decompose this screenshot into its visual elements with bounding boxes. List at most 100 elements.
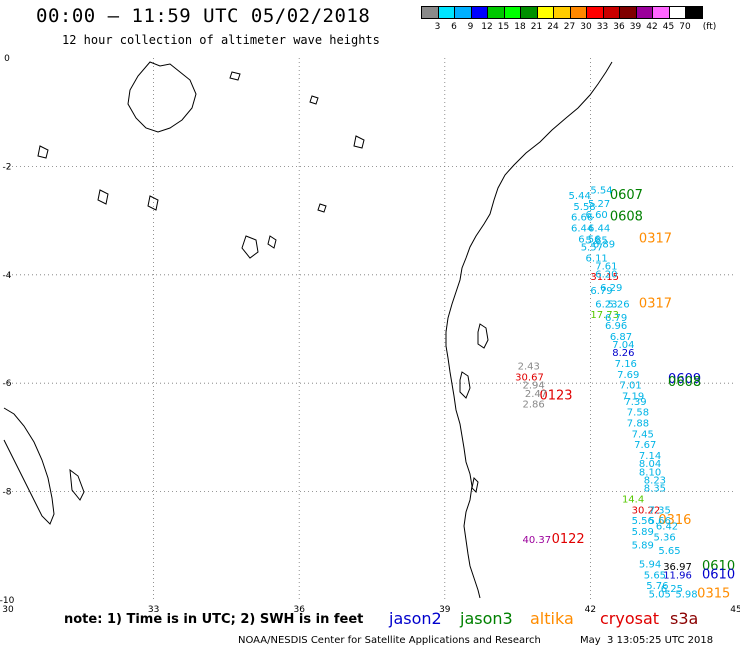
wave-height-value: 11.96 xyxy=(663,570,692,581)
wave-height-value: 5.76 xyxy=(646,581,668,592)
footer-note: note: 1) Time is in UTC; 2) SWH is in fe… xyxy=(64,612,364,627)
color-scale-tick-label: 39 xyxy=(629,22,642,32)
wave-height-value: 36.97 xyxy=(663,562,692,573)
wave-height-value: 5.44 xyxy=(569,191,591,202)
wave-height-value: 17.73 xyxy=(590,310,619,321)
wave-height-value: 14.4 xyxy=(622,494,644,505)
wave-height-value: 7.39 xyxy=(624,397,646,408)
coastline xyxy=(3,61,613,599)
small-lake xyxy=(267,235,277,249)
wave-height-value: 8.04 xyxy=(639,459,661,470)
small-lake xyxy=(309,95,319,105)
wave-height-value: 8.23 xyxy=(644,475,666,486)
wave-height-value: 7.01 xyxy=(620,381,642,392)
wave-height-value: 40.37 xyxy=(522,535,551,546)
legend-cryosat: cryosat xyxy=(600,609,660,628)
lake-rukwa xyxy=(69,468,85,501)
wave-height-value: 5.54 xyxy=(590,186,612,197)
wave-height-value: 8.26 xyxy=(612,348,634,359)
wave-height-value: 5.65 xyxy=(644,570,666,581)
wave-height-value: 6.29 xyxy=(600,283,622,294)
color-scale-labels: 3 6 9 12 15 18 21 24 27 30 33 36 39 42 45 70 (ft) xyxy=(421,22,740,34)
wave-height-value: 6.44 xyxy=(571,223,593,234)
longitude-tick-label: 42 xyxy=(585,605,596,615)
lake-victoria xyxy=(127,61,197,133)
legend-altika: altika xyxy=(530,609,574,628)
wave-height-value: 6.96 xyxy=(605,321,627,332)
color-scale-tick-label: 18 xyxy=(514,22,526,32)
wave-height-value: 5.57 xyxy=(581,242,603,253)
wave-height-value: 8.35 xyxy=(644,484,666,495)
legend-jason2: jason2 xyxy=(389,609,442,628)
wave-height-value: 6.60 xyxy=(586,210,608,221)
zanzibar-island xyxy=(459,371,471,399)
wave-height-value: 5.58 xyxy=(573,202,595,213)
wave-height-value: 7.35 xyxy=(649,505,671,516)
wave-height-value: 5.56 xyxy=(632,516,654,527)
small-lake xyxy=(241,235,259,259)
wave-height-value: 5.36 xyxy=(653,532,675,543)
wave-height-value: 6.79 xyxy=(605,313,627,324)
wave-height-value: 5.05 xyxy=(649,589,671,600)
latitude-tick-label: -8 xyxy=(3,488,12,498)
longitude-tick-label: 39 xyxy=(439,605,451,615)
wave-height-value: 5.66 xyxy=(649,516,671,527)
color-scale-tick-label: (ft) xyxy=(702,22,717,32)
longitude-tick-label: 36 xyxy=(293,605,305,615)
latitude-tick-label: -4 xyxy=(3,271,12,281)
track-pass-label: 0315 xyxy=(697,586,730,601)
wave-height-value: 5.98 xyxy=(675,589,697,600)
color-scale-tick-label: 9 xyxy=(467,22,474,32)
track-pass-label: 0609 xyxy=(668,372,701,387)
wave-height-value: 7.04 xyxy=(612,340,634,351)
color-scale-tick-label: 21 xyxy=(530,22,543,32)
wave-height-color-scale xyxy=(421,6,703,19)
map-axes: 30 33 36 39 42 45 0 -2 -4 -6 -8 -10 xyxy=(0,54,740,615)
track-pass-label: 0610 xyxy=(702,567,735,582)
wave-height-value: 2.43 xyxy=(518,362,540,373)
map-grid xyxy=(8,58,736,600)
color-scale-tick-label: 33 xyxy=(596,22,609,32)
color-scale-tick-label: 27 xyxy=(563,22,576,32)
small-lake xyxy=(353,135,365,149)
color-scale-tick-label: 12 xyxy=(481,22,493,32)
mafia-island xyxy=(471,476,479,494)
track-pass-label: 0316 xyxy=(658,513,691,528)
wave-height-value: 5.89 xyxy=(632,541,654,552)
color-scale-tick-label: 24 xyxy=(547,22,559,32)
color-scale-tick-label: 6 xyxy=(451,22,457,32)
track-pass-label: 0608 xyxy=(668,375,701,390)
latitude-tick-label: -6 xyxy=(3,379,12,389)
track-pass-label: 0122 xyxy=(552,532,585,547)
wave-height-value: 6.44 xyxy=(588,223,610,234)
wave-height-value: 5.65 xyxy=(658,546,680,557)
color-scale-tick-label: 15 xyxy=(497,22,510,32)
wave-height-value: 5.85 xyxy=(586,235,608,246)
track-pass-label: 0123 xyxy=(539,388,572,403)
wave-height-value: 6.23 xyxy=(595,299,617,310)
wave-height-value: 6.87 xyxy=(610,332,632,343)
lake-tanganyika xyxy=(3,407,55,525)
small-lake xyxy=(37,145,49,159)
wave-height-value: 8.10 xyxy=(639,467,661,478)
track-pass-label: 0608 xyxy=(610,210,643,225)
wave-height-value: 5.89 xyxy=(632,527,654,538)
wave-height-value: 7.19 xyxy=(622,391,644,402)
small-lake xyxy=(97,189,109,205)
wave-height-value: 7.45 xyxy=(632,429,654,440)
wave-height-value: 6.42 xyxy=(656,522,678,533)
wave-height-value: 6.20 xyxy=(595,270,617,281)
small-lake xyxy=(229,71,241,81)
generated-timestamp: May 3 13:05:25 UTC 2018 xyxy=(580,635,714,646)
wave-height-value: 5.94 xyxy=(639,559,661,570)
small-lake xyxy=(317,203,327,213)
legend-jason3: jason3 xyxy=(460,609,513,628)
latitude-tick-label: -2 xyxy=(3,162,12,172)
wave-height-value: 7.67 xyxy=(634,440,656,451)
wave-height-value: 30.67 xyxy=(515,372,544,383)
wave-height-value: 6.11 xyxy=(586,253,608,264)
wave-height-value: 2.47 xyxy=(525,389,547,400)
color-scale-tick-label: 30 xyxy=(580,22,592,32)
page-subtitle: 12 hour collection of altimeter wave hei… xyxy=(62,33,380,47)
wave-height-value: 2.94 xyxy=(522,381,544,392)
